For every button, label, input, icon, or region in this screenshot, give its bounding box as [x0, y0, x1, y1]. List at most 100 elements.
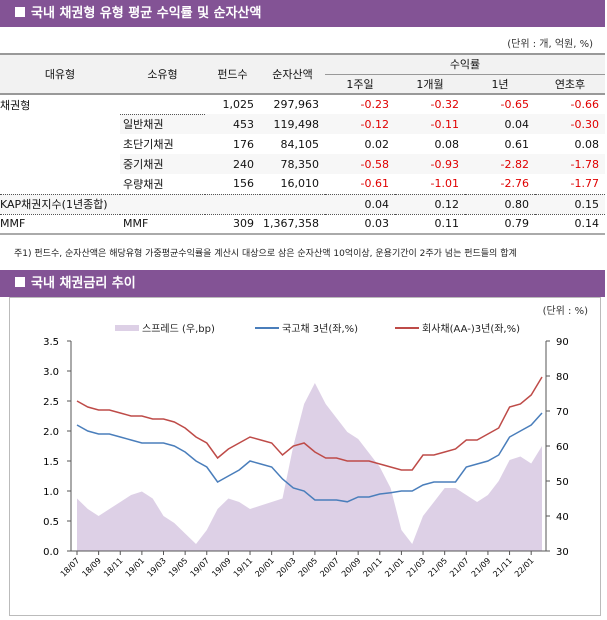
cell-y1: 0.79	[465, 213, 535, 234]
section-title: 국내 채권금리 추이	[31, 276, 136, 291]
y-right-tick-label: 50	[556, 477, 569, 488]
x-tick-label: 18/07	[59, 556, 82, 579]
section-title: 국내 채권형 유형 평균 수익률 및 순자산액	[31, 6, 262, 21]
y-right-tick-label: 80	[556, 372, 569, 383]
cell-funds	[205, 193, 260, 214]
x-tick-label: 20/05	[297, 556, 320, 579]
cell-ytd: 0.15	[535, 193, 605, 214]
header-1m: 1개월	[395, 74, 465, 94]
rates-chart: (단위 : %) 스프레드 (우,bp) 국고채 3년(좌,%) 회사채(AA-)3년…	[9, 297, 601, 616]
x-tick-label: 21/05	[426, 556, 449, 579]
corporate-aa-3y-line	[76, 376, 543, 471]
cell-major: 채권형	[0, 98, 31, 112]
cell-w1: 0.02	[364, 137, 390, 151]
legend-label: 회사채(AA-)3년(좌,%)	[422, 323, 520, 335]
cell-minor	[120, 94, 205, 114]
cell-minor: 초단기채권	[123, 138, 174, 151]
chart-unit: (단위 : %)	[543, 304, 589, 317]
x-tick-label: 21/11	[491, 556, 514, 579]
x-tick-label: 19/07	[189, 556, 212, 579]
y-right-tick-label: 70	[556, 407, 569, 418]
cell-m1: -0.32	[430, 98, 459, 111]
legend-label: 스프레드 (우,bp)	[142, 323, 215, 335]
cell-major: MMF	[0, 213, 120, 234]
table-row: 중기채권 240 78,350 -0.58 -0.93 -2.82 -1.78	[0, 154, 605, 174]
legend-label: 국고채 3년(좌,%)	[282, 323, 358, 335]
cell-w1: -0.12	[325, 114, 395, 134]
legend-swatch	[115, 325, 139, 331]
cell-minor: 우량채권	[123, 177, 164, 191]
y-left-tick-label: 1.5	[43, 457, 59, 468]
header-assets: 순자산액	[260, 54, 325, 94]
table-row: KAP채권지수(1년종합) 0.04 0.12 0.80 0.15	[0, 193, 605, 214]
y-right-tick-label: 40	[556, 512, 569, 523]
table-row: MMF MMF 309 1,367,358 0.03 0.11 0.79 0.14	[0, 213, 605, 234]
cell-y1: 0.80	[465, 193, 535, 214]
cell-assets: 1,367,358	[260, 213, 325, 234]
cell-ytd: -0.30	[535, 114, 605, 134]
x-tick-label: 22/01	[513, 556, 536, 579]
x-tick-label: 19/11	[232, 556, 255, 579]
x-tick-label: 21/01	[383, 556, 406, 579]
header-ytd: 연초후	[535, 74, 605, 94]
cell-ytd: -1.77	[570, 177, 599, 191]
x-tick-label: 20/03	[275, 556, 298, 579]
cell-y1: 0.61	[504, 137, 530, 151]
y-left-tick-label: 0.5	[43, 517, 59, 528]
header-1y: 1년	[465, 74, 535, 94]
cell-w1: 0.04	[325, 193, 395, 214]
x-tick-label: 20/07	[318, 556, 341, 579]
y-right-tick-label: 60	[556, 442, 569, 453]
x-tick-label: 19/03	[145, 556, 168, 579]
cell-assets: 84,105	[280, 137, 320, 151]
cell-m1: 0.11	[395, 213, 465, 234]
x-tick-label: 21/09	[470, 556, 493, 579]
header-minor: 소유형	[120, 54, 205, 94]
x-tick-label: 20/09	[340, 556, 363, 579]
cell-funds: 156	[233, 177, 254, 191]
cell-major	[0, 114, 120, 134]
cell-funds: 309	[205, 213, 260, 234]
rates-chart-svg: (단위 : %) 스프레드 (우,bp) 국고채 3년(좌,%) 회사채(AA-)3년…	[43, 304, 589, 579]
header-funds: 펀드수	[205, 54, 260, 94]
table-row: 초단기채권 176 84,105 0.02 0.08 0.61 0.08	[0, 134, 605, 154]
cell-assets: 16,010	[280, 177, 320, 191]
x-tick-label: 21/03	[405, 556, 428, 579]
cell-funds: 453	[205, 114, 260, 134]
x-tick-label: 20/01	[253, 556, 276, 579]
y-left-tick-label: 0.0	[43, 547, 59, 558]
cell-major: KAP채권지수(1년종합)	[0, 193, 120, 214]
spread-area	[77, 383, 542, 551]
footnote: 주1) 펀드수, 순자산액은 해당유형 가중평균수익률을 계산시 대상으로 삼은…	[14, 249, 517, 259]
x-tick-label: 20/11	[362, 556, 385, 579]
cell-major	[0, 154, 120, 174]
cell-w1: -0.58	[325, 154, 395, 174]
square-icon	[15, 277, 25, 287]
section-header-returns: 국내 채권형 유형 평균 수익률 및 순자산액	[0, 0, 605, 27]
cell-y1: -2.76	[500, 177, 529, 191]
cell-w1: -0.61	[360, 177, 389, 191]
header-returns: 수익률	[325, 54, 605, 75]
cell-major	[0, 174, 120, 194]
cell-funds: 240	[205, 154, 260, 174]
cell-m1: -1.01	[430, 177, 459, 191]
cell-y1: 0.04	[465, 114, 535, 134]
table-row: 우량채권 156 16,010 -0.61 -1.01 -2.76 -1.77	[0, 174, 605, 194]
cell-ytd: 0.08	[574, 137, 600, 151]
y-right-tick-label: 30	[556, 547, 569, 558]
cell-w1: -0.23	[360, 98, 389, 111]
cell-minor: 중기채권	[120, 154, 205, 174]
cell-minor: 일반채권	[120, 113, 205, 134]
table-row: 일반채권 453 119,498 -0.12 -0.11 0.04 -0.30	[0, 113, 605, 134]
y-right-tick-label: 90	[556, 337, 569, 348]
cell-ytd: -1.78	[535, 154, 605, 174]
y-left-tick-label: 3.5	[43, 337, 59, 348]
cell-funds: 176	[233, 137, 254, 151]
x-tick-label: 19/05	[167, 556, 190, 579]
cell-ytd: -0.66	[570, 98, 599, 111]
header-major: 대유형	[0, 54, 120, 94]
cell-m1: -0.93	[395, 154, 465, 174]
x-tick-label: 21/07	[448, 556, 471, 579]
cell-assets	[260, 193, 325, 214]
y-left-tick-label: 3.0	[43, 367, 59, 378]
